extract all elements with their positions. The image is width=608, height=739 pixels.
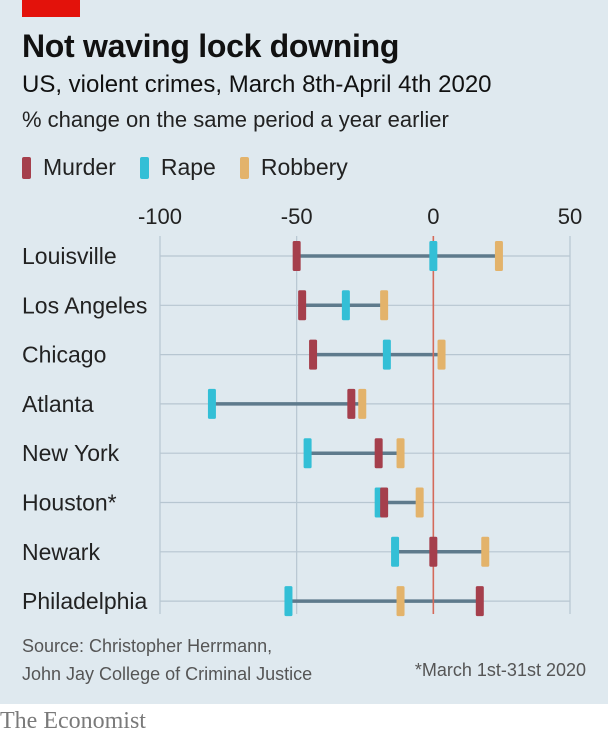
marker-robbery — [358, 388, 367, 419]
chart-plot: -100 -50 0 50 Louisville Los Angeles Chicago At… — [22, 204, 582, 617]
legend-swatch-murder — [22, 156, 31, 179]
source-note: Source: Christopher Herrmann, John Jay C… — [22, 632, 312, 688]
marker-rape — [207, 388, 216, 419]
marker-robbery — [396, 438, 405, 469]
footnote: *March 1st-31st 2020 — [414, 660, 586, 680]
marker-robbery — [481, 536, 490, 567]
legend-label-murder: Murder — [43, 154, 116, 180]
marker-murder — [475, 586, 484, 617]
category-label: Philadelphia — [22, 588, 148, 614]
marker-murder — [292, 241, 301, 271]
marker-murder — [429, 536, 438, 567]
marker-robbery — [415, 487, 424, 518]
category-label: Atlanta — [22, 391, 94, 417]
marker-murder — [309, 339, 318, 370]
x-tick-label: 0 — [427, 204, 439, 229]
marker-rape — [303, 438, 312, 469]
legend-swatch-rape — [139, 156, 149, 179]
legend: Murder Rape Robbery — [22, 154, 372, 181]
legend-item-robbery: Robbery — [239, 154, 348, 181]
x-tick-label: -50 — [281, 204, 313, 229]
category-label: Chicago — [22, 342, 106, 368]
legend-swatch-robbery — [239, 156, 249, 179]
marker-robbery — [437, 339, 446, 370]
category-label: Newark — [22, 539, 100, 565]
source-line-2: John Jay College of Criminal Justice — [22, 664, 313, 684]
category-label: Houston* — [22, 490, 117, 516]
marker-rape — [382, 339, 391, 370]
legend-item-rape: Rape — [139, 154, 216, 181]
legend-label-rape: Rape — [160, 154, 216, 180]
marker-robbery — [494, 241, 503, 271]
marker-rape — [429, 241, 438, 271]
category-label: Louisville — [22, 243, 117, 269]
marker-murder — [298, 290, 307, 321]
chart-unit-note: % change on the same period a year earli… — [22, 107, 449, 132]
legend-label-robbery: Robbery — [260, 154, 348, 180]
marker-robbery — [396, 586, 405, 617]
chart-title: Not waving lock downing — [22, 28, 400, 64]
x-tick-label: -100 — [138, 204, 182, 229]
x-tick-label: 50 — [558, 204, 582, 229]
legend-item-murder: Murder — [22, 154, 116, 181]
marker-murder — [374, 438, 383, 469]
category-label: Los Angeles — [22, 292, 147, 318]
marker-rape — [284, 586, 293, 617]
marker-rape — [341, 290, 350, 321]
marker-robbery — [380, 290, 389, 321]
brand-logo-text: The Economist — [0, 708, 146, 734]
category-label: New York — [22, 440, 120, 466]
brand-red-tab — [22, 0, 80, 17]
marker-murder — [380, 487, 389, 518]
chart-subtitle: US, violent crimes, March 8th-April 4th … — [22, 71, 492, 98]
marker-rape — [391, 536, 400, 567]
marker-murder — [347, 388, 356, 419]
source-line-1: Source: Christopher Herrmann, — [22, 636, 273, 656]
chart-panel: Not waving lock downing US, violent crim… — [0, 0, 608, 704]
